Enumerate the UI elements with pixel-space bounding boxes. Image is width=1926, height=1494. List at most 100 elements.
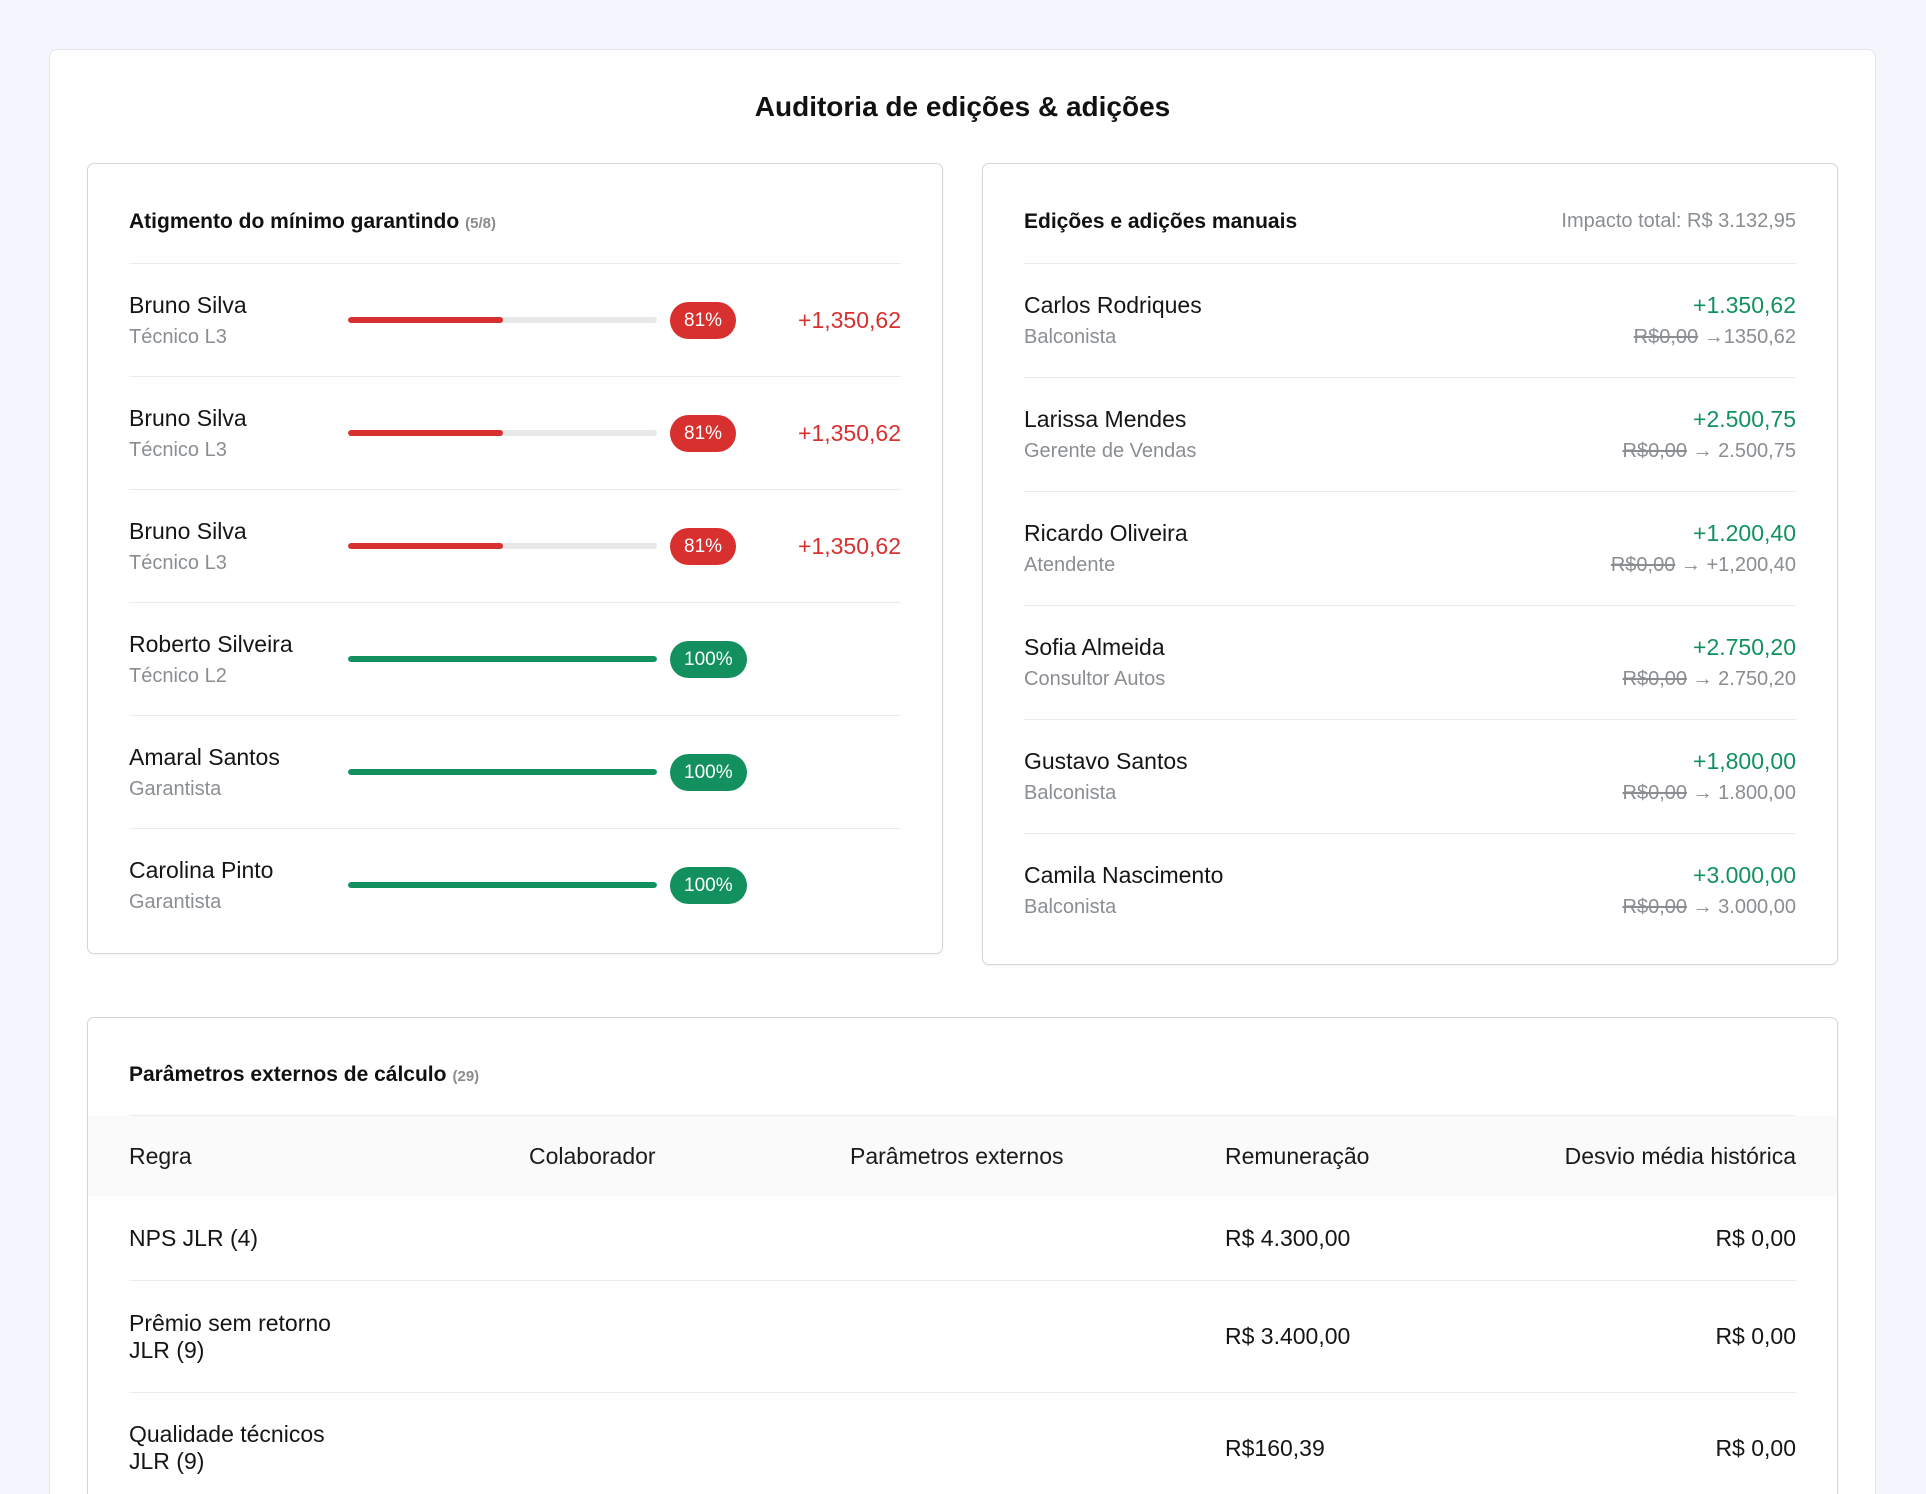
card-title: Edições e adições manuais — [1024, 209, 1298, 233]
employee-role: Balconista — [1024, 326, 1117, 348]
percent-badge: 100% — [670, 640, 747, 678]
edit-row[interactable]: Carlos Rodriques Balconista +1.350,62 R$… — [1024, 264, 1796, 378]
progress-bar-fill — [348, 656, 657, 662]
employee-name: Camila Nascimento — [1024, 862, 1224, 888]
percent-badge: 100% — [670, 753, 747, 791]
minimum-row[interactable]: Roberto Silveira Técnico L2 100% — [129, 603, 901, 716]
employee: Bruno Silva Técnico L3 — [129, 517, 348, 576]
amount: +1,350,62 — [798, 532, 901, 559]
column-header-external-params: Parâmetros externos — [850, 1142, 1064, 1169]
new-value: → +1,200,40 — [1680, 554, 1796, 576]
employee: Bruno Silva Técnico L3 — [129, 404, 348, 463]
column-header-collaborator: Colaborador — [529, 1142, 656, 1169]
edit-amount: +1.200,40 — [1693, 520, 1796, 546]
employee-name: Sofia Almeida — [1024, 634, 1165, 660]
employee-name: Carolina Pinto — [129, 856, 274, 883]
employee-role: Gerente de Vendas — [1024, 440, 1197, 462]
progress-bar — [348, 543, 657, 549]
edit-change: R$0,00 → 1.800,00 — [1623, 780, 1796, 806]
table-row[interactable]: Qualidade técnicos JLR (9) R$160,39 R$ 0… — [129, 1393, 1796, 1494]
minimum-guarantee-card: Atigmento do mínimo garantindo (5/8) Bru… — [87, 163, 943, 954]
new-value: → 2.500,75 — [1692, 440, 1796, 462]
employee-role: Atendente — [1024, 554, 1116, 576]
progress-bar — [348, 882, 657, 888]
employee: Carlos Rodriques Balconista — [1024, 291, 1202, 350]
edit-amount: +1.350,62 — [1693, 292, 1796, 318]
employee-role: Garantista — [129, 890, 222, 913]
employee: Ricardo Oliveira Atendente — [1024, 519, 1188, 578]
percent-badge: 81% — [670, 414, 737, 452]
edit-row[interactable]: Gustavo Santos Balconista +1,800,00 R$0,… — [1024, 720, 1796, 834]
column-header-rule: Regra — [129, 1142, 192, 1169]
edit-row[interactable]: Larissa Mendes Gerente de Vendas +2.500,… — [1024, 378, 1796, 492]
table-header: Regra Colaborador Parâmetros externos Re… — [88, 1116, 1837, 1196]
employee-role: Consultor Autos — [1024, 668, 1166, 690]
employee: Gustavo Santos Balconista — [1024, 747, 1188, 806]
card-count: (29) — [452, 1067, 480, 1085]
employee-name: Bruno Silva — [129, 517, 247, 544]
progress-bar — [348, 317, 657, 323]
employee: Larissa Mendes Gerente de Vendas — [1024, 405, 1196, 464]
card-header: Edições e adições manuais Impacto total:… — [1024, 164, 1796, 264]
amount: +1,350,62 — [798, 306, 901, 333]
employee-name: Bruno Silva — [129, 291, 247, 318]
employee-name: Ricardo Oliveira — [1024, 520, 1188, 546]
progress-bar-fill — [348, 882, 657, 888]
edit-row[interactable]: Sofia Almeida Consultor Autos +2.750,20 … — [1024, 606, 1796, 720]
rule-cell: Qualidade técnicos JLR (9) — [129, 1421, 325, 1474]
edit-change: R$0,00 → 3.000,00 — [1623, 894, 1796, 920]
progress-bar-fill — [348, 769, 657, 775]
employee-role: Balconista — [1024, 782, 1117, 804]
progress-bar — [348, 769, 657, 775]
total-impact: Impacto total: R$ 3.132,95 — [1561, 210, 1796, 232]
new-value: → 2.750,20 — [1692, 668, 1796, 690]
card-count: (5/8) — [465, 214, 496, 232]
employee-name: Larissa Mendes — [1024, 406, 1187, 432]
employee-role: Técnico L2 — [129, 664, 227, 687]
employee: Roberto Silveira Técnico L2 — [129, 630, 348, 689]
employee-name: Roberto Silveira — [129, 630, 293, 657]
progress-bar — [348, 430, 657, 436]
new-value: → 1.800,00 — [1692, 782, 1796, 804]
progress-bar-fill — [348, 317, 503, 323]
edit-change: R$0,00 → 2.750,20 — [1623, 666, 1796, 692]
edit-amount: +2.750,20 — [1693, 634, 1796, 660]
deviation-cell: R$ 0,00 — [1715, 1224, 1796, 1251]
pay-cell: R$160,39 — [1225, 1434, 1325, 1461]
edit-amount: +1,800,00 — [1693, 748, 1796, 774]
new-value: →1350,62 — [1703, 326, 1796, 348]
edit-amount: +3.000,00 — [1693, 862, 1796, 888]
progress-bar-fill — [348, 430, 503, 436]
old-value: R$0,00 — [1633, 326, 1699, 348]
minimum-row[interactable]: Bruno Silva Técnico L3 81% +1,350,62 — [129, 264, 901, 377]
employee-name: Gustavo Santos — [1024, 748, 1188, 774]
progress-bar — [348, 656, 657, 662]
deviation-cell: R$ 0,00 — [1715, 1323, 1796, 1349]
employee: Bruno Silva Técnico L3 — [129, 291, 348, 350]
edit-values: +1.200,40 R$0,00 → +1,200,40 — [1611, 519, 1796, 578]
employee-role: Técnico L3 — [129, 551, 227, 574]
percent-badge: 81% — [670, 527, 737, 565]
edit-values: +2.750,20 R$0,00 → 2.750,20 — [1623, 633, 1796, 692]
page-title: Auditoria de edições & adições — [754, 91, 1171, 122]
percent-badge: 100% — [670, 866, 747, 904]
edit-row[interactable]: Ricardo Oliveira Atendente +1.200,40 R$0… — [1024, 492, 1796, 606]
employee-name: Carlos Rodriques — [1024, 292, 1202, 318]
progress-bar-fill — [348, 543, 503, 549]
employee: Carolina Pinto Garantista — [129, 856, 348, 915]
rule-cell: Prêmio sem retorno JLR (9) — [129, 1309, 331, 1363]
table-row[interactable]: NPS JLR (4) R$ 4.300,00 R$ 0,00 — [129, 1196, 1796, 1281]
minimum-row[interactable]: Amaral Santos Garantista 100% — [129, 716, 901, 829]
employee: Sofia Almeida Consultor Autos — [1024, 633, 1165, 692]
edit-row[interactable]: Camila Nascimento Balconista +3.000,00 R… — [1024, 834, 1796, 947]
edit-change: R$0,00 →1350,62 — [1634, 324, 1796, 350]
amount: +1,350,62 — [798, 419, 901, 446]
new-value: → 3.000,00 — [1692, 896, 1796, 918]
employee-name: Amaral Santos — [129, 743, 280, 770]
old-value: R$0,00 — [1610, 554, 1676, 576]
external-params-card: Parâmetros externos de cálculo (29) Regr… — [87, 1017, 1838, 1494]
minimum-row[interactable]: Bruno Silva Técnico L3 81% +1,350,62 — [129, 490, 901, 603]
table-row[interactable]: Prêmio sem retorno JLR (9) R$ 3.400,00 R… — [129, 1281, 1796, 1393]
minimum-row[interactable]: Carolina Pinto Garantista 100% — [129, 829, 901, 941]
minimum-row[interactable]: Bruno Silva Técnico L3 81% +1,350,62 — [129, 377, 901, 490]
